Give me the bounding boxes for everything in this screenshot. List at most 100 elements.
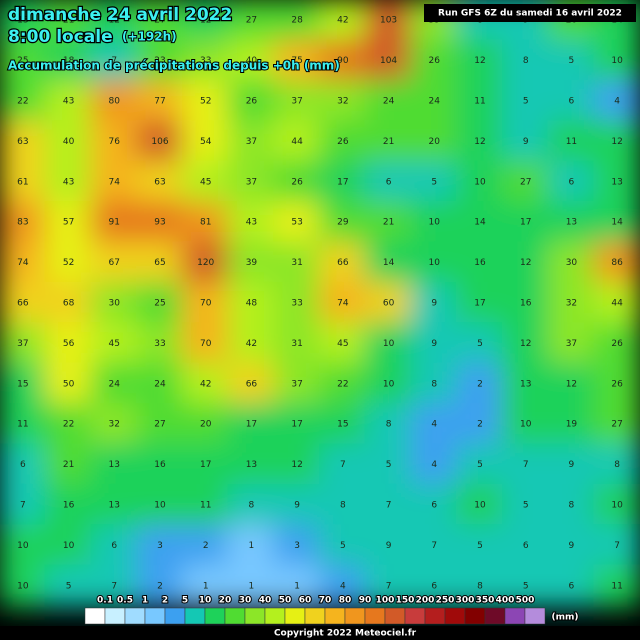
precip-value: 37 [291, 379, 302, 389]
legend-label: 2 [162, 596, 168, 606]
precip-value: 8 [340, 501, 346, 511]
precip-cell [593, 524, 640, 567]
precip-value: 43 [63, 97, 74, 107]
precip-value: 10 [63, 541, 75, 551]
precip-cell [593, 443, 640, 486]
precip-value: 7 [431, 541, 437, 551]
precip-cell [227, 201, 276, 244]
precip-cell [90, 322, 139, 365]
precip-cell [456, 322, 504, 365]
precip-cell [227, 120, 276, 163]
precip-cell [136, 281, 184, 325]
precip-value: 40 [63, 137, 75, 147]
precip-value: 17 [337, 177, 348, 187]
precip-value: 60 [383, 299, 395, 309]
precip-cell [364, 201, 413, 244]
legend-swatch [244, 607, 266, 625]
precip-value: 27 [246, 16, 257, 26]
precip-cell [319, 281, 367, 325]
precip-cell [547, 403, 596, 446]
precip-cell [136, 39, 184, 82]
precip-cell [547, 120, 596, 163]
precip-value: 20 [200, 420, 212, 430]
legend-swatch [184, 607, 206, 625]
legend-swatch [444, 607, 466, 625]
precip-value: 17 [291, 420, 302, 430]
precip-cell [593, 160, 640, 203]
precip-value: 50 [63, 379, 75, 389]
precip-value: 11 [17, 420, 28, 430]
precip-cell [273, 281, 321, 325]
precip-value: 22 [63, 420, 74, 430]
precip-cell [44, 524, 93, 567]
precip-cell [456, 524, 504, 567]
precip-value: 5 [477, 339, 483, 349]
precip-value: 68 [63, 299, 75, 309]
precip-value: 28 [291, 16, 303, 26]
precip-cell [456, 39, 504, 82]
precip-cell [227, 483, 276, 527]
precip-cell [90, 564, 139, 607]
precip-cell [44, 0, 93, 42]
precip-value: 10 [17, 541, 29, 551]
precip-cell [273, 524, 321, 567]
precip-cell [90, 281, 139, 325]
precip-cell [319, 524, 367, 567]
precip-cell [501, 403, 550, 446]
precip-cell [547, 362, 596, 405]
precip-cell [547, 241, 596, 284]
precip-value: 6 [111, 541, 117, 551]
precip-value: 5 [386, 460, 392, 470]
precip-cell [547, 524, 596, 567]
precip-cell [456, 483, 504, 527]
precip-value: 7 [20, 501, 26, 511]
precip-value: 29 [337, 218, 349, 228]
precip-cell [547, 79, 596, 123]
precip-cell [0, 160, 47, 203]
precip-value: 10 [383, 339, 395, 349]
precip-value: 37 [246, 137, 257, 147]
legend-swatch [504, 607, 526, 625]
precip-cell [227, 241, 276, 284]
precip-cell [593, 39, 640, 82]
precip-value: 22 [337, 379, 348, 389]
precip-value: 10 [17, 581, 29, 591]
precip-value: 1 [249, 541, 255, 551]
precip-value: 7 [340, 460, 346, 470]
precip-value: 52 [63, 258, 74, 268]
precip-value: 39 [246, 258, 258, 268]
precip-value: 24 [429, 97, 441, 107]
precip-cell [364, 362, 413, 405]
precip-value: 45 [200, 177, 211, 187]
legend-swatch [104, 607, 126, 625]
precip-cell [593, 564, 640, 607]
precip-value: 44 [611, 299, 623, 309]
precip-value: 63 [17, 137, 28, 147]
precip-cell [0, 403, 47, 446]
precip-value: 5 [431, 177, 437, 187]
precip-cell [593, 201, 640, 244]
precip-cell [456, 362, 504, 405]
precip-value: 13 [109, 460, 120, 470]
precip-value: 12 [566, 379, 577, 389]
precip-cell [90, 403, 139, 446]
precip-value: 4 [431, 420, 437, 430]
precip-value: 13 [520, 379, 531, 389]
precip-value: 2 [477, 420, 483, 430]
precip-value: 16 [63, 501, 75, 511]
precip-value: 66 [246, 379, 258, 389]
precip-value: 6 [569, 97, 575, 107]
legend-label: 30 [239, 596, 252, 606]
precip-value: 16 [154, 460, 166, 470]
precip-value: 12 [291, 460, 302, 470]
precip-value: 10 [611, 56, 623, 66]
precip-cell [456, 564, 504, 607]
precip-value: 13 [566, 218, 577, 228]
lead: (+192h) [122, 30, 177, 44]
precip-cell [136, 524, 184, 567]
precip-cell [227, 443, 276, 486]
precip-value: 52 [200, 97, 211, 107]
precip-cell [410, 201, 459, 244]
precip-cell [319, 403, 367, 446]
